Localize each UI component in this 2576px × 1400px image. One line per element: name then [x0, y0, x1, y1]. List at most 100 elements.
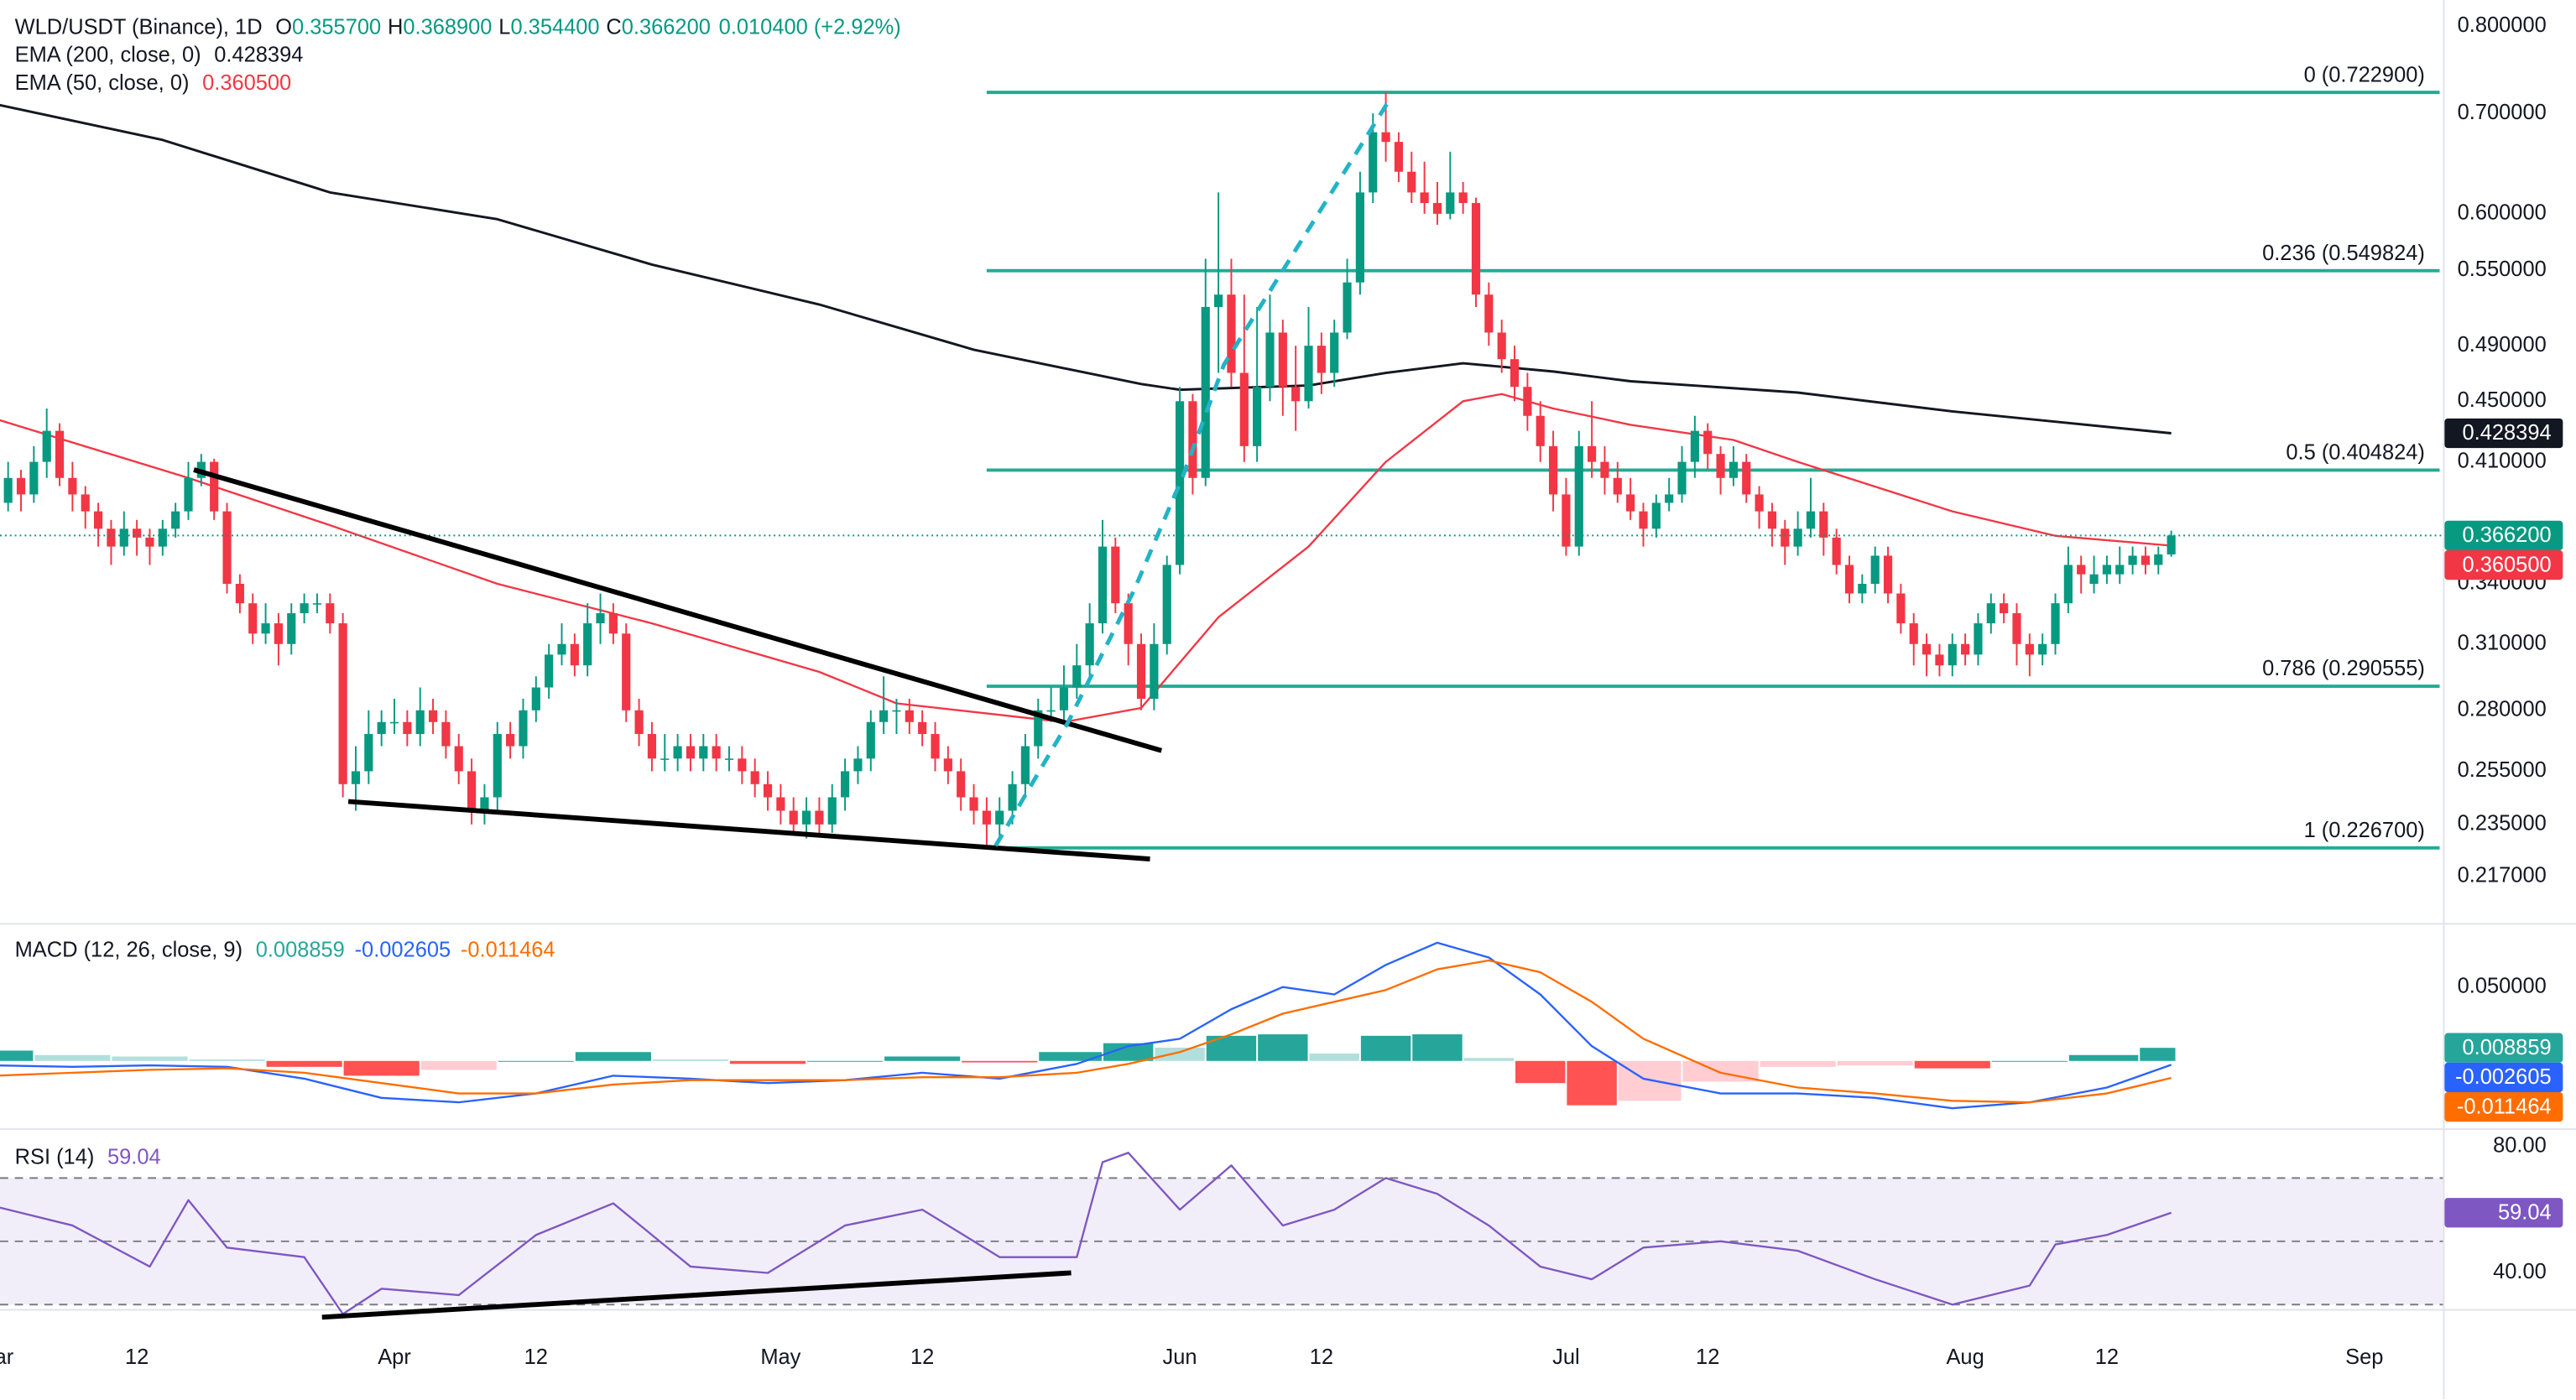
legend-macd: MACD (12, 26, close, 9) 0.008859 -0.002605… [15, 938, 555, 961]
candle-body [261, 623, 270, 634]
y-tick-label: 40.00 [2493, 1260, 2547, 1283]
legend-value: -0.002605 [355, 938, 451, 961]
macd-histogram-bar [34, 1054, 111, 1061]
candle-body [467, 771, 477, 811]
candle-body [1536, 415, 1545, 446]
candle-body [712, 746, 721, 759]
fib-label: 1 (0.226700) [2304, 819, 2425, 842]
candle-body [1767, 511, 1777, 529]
legend-value: 59.04 [107, 1145, 161, 1168]
candle-body [841, 771, 850, 798]
candle-body [892, 710, 901, 712]
candle-body [957, 771, 966, 798]
candle-body [1265, 332, 1275, 388]
macd-histogram-bar [2140, 1048, 2176, 1061]
ema-line [0, 393, 2172, 723]
candle-body [454, 746, 463, 772]
candle-body [2000, 603, 2009, 614]
macd-histogram-bar [652, 1059, 729, 1061]
x-tick-label: Mar [0, 1345, 14, 1369]
plot: Mar 12 Apr 12 May 12 Jun 12 Jul 12 Aug 12 Sep 0.80000… [0, 13, 2563, 1369]
candle-body [1832, 537, 1841, 565]
candle-body [1781, 528, 1790, 547]
candle-body [16, 477, 26, 495]
candle-body [1420, 192, 1429, 204]
candle-body [1343, 282, 1352, 333]
macd-histogram-bar [1463, 1058, 1515, 1061]
candle-body [1613, 477, 1622, 495]
candle-body [557, 643, 566, 655]
candle-body [1239, 372, 1249, 446]
candle-body [1716, 454, 1725, 478]
candle-body [389, 721, 399, 724]
candle-body [428, 710, 438, 722]
macd-histogram-bar [1914, 1060, 1990, 1069]
x-tick-label: 12 [910, 1345, 934, 1369]
macd-histogram-bar [1258, 1034, 1308, 1061]
legend-name: RSI (14) [15, 1145, 95, 1168]
candle-body [55, 430, 65, 478]
candle-body [1046, 710, 1056, 712]
candle-body [403, 721, 412, 735]
candle-body [1458, 192, 1468, 204]
y-tick-label: 0.600000 [2458, 201, 2547, 225]
candle-body [853, 758, 863, 772]
candle-body [1588, 445, 1597, 462]
price-tag-label: -0.002605 [2455, 1065, 2552, 1089]
candle-body [1394, 142, 1404, 172]
price-tag-label: 59.04 [2498, 1200, 2552, 1224]
candle-body [1291, 387, 1301, 402]
candle-body [415, 710, 425, 735]
candle-body [2025, 643, 2034, 655]
drawings [193, 101, 1390, 1320]
candle-body [918, 721, 927, 735]
y-tick-label: 0.450000 [2458, 388, 2547, 412]
legend-name: EMA (50, close, 0) [15, 71, 190, 95]
macd-histogram-bar [189, 1059, 265, 1061]
candle-body [42, 430, 51, 462]
ohlc-key: L [498, 15, 510, 39]
price-tag-label: 0.360500 [2463, 553, 2552, 576]
macd-histogram-bar [1760, 1060, 1836, 1067]
candle-body [673, 746, 682, 759]
candle-body [1986, 603, 1995, 624]
candle-body [1020, 746, 1030, 784]
legend-value: 0.008859 [256, 938, 345, 961]
candle-body [1523, 387, 1532, 416]
candle-body [364, 734, 373, 772]
x-tick-label: 12 [1696, 1345, 1719, 1369]
macd-histogram-bar [2068, 1054, 2139, 1061]
price-tag: 0.008859 [2444, 1033, 2563, 1063]
candle-body [1935, 654, 1944, 666]
candle-body [338, 623, 347, 784]
candle-body [1432, 203, 1442, 214]
candle-body [3, 477, 13, 503]
candle-body [905, 710, 914, 722]
macd-line [0, 941, 2172, 1110]
y-tick-label: 0.255000 [2458, 758, 2547, 782]
macd-histogram-bar [420, 1060, 497, 1070]
labels: WLD/USDT (Binance), 1D O0.355700 H0.368900… [15, 15, 901, 1168]
candle-body [1317, 346, 1326, 373]
candle-body [1896, 593, 1906, 624]
candle-body [222, 511, 232, 584]
price-tag-box [2444, 1033, 2563, 1063]
candle-body [2115, 565, 2125, 575]
macd-histogram-bar [1039, 1052, 1103, 1061]
candle-body [287, 613, 296, 644]
ohlc-value: 0.366200 [622, 15, 711, 39]
macd-histogram-bar [1412, 1034, 1463, 1061]
x-tick-label: Sep [2345, 1345, 2383, 1369]
y-tick-label: 0.050000 [2458, 974, 2547, 997]
signal-line [0, 959, 2172, 1104]
candle-body [1844, 565, 1854, 594]
y-tick-label: 0.800000 [2458, 13, 2547, 37]
candle-body [171, 511, 180, 529]
candle-body [750, 771, 759, 784]
candle-body [2128, 555, 2137, 565]
candle-body [2141, 555, 2151, 565]
candle-body [1214, 294, 1223, 308]
candle-body [789, 810, 798, 825]
